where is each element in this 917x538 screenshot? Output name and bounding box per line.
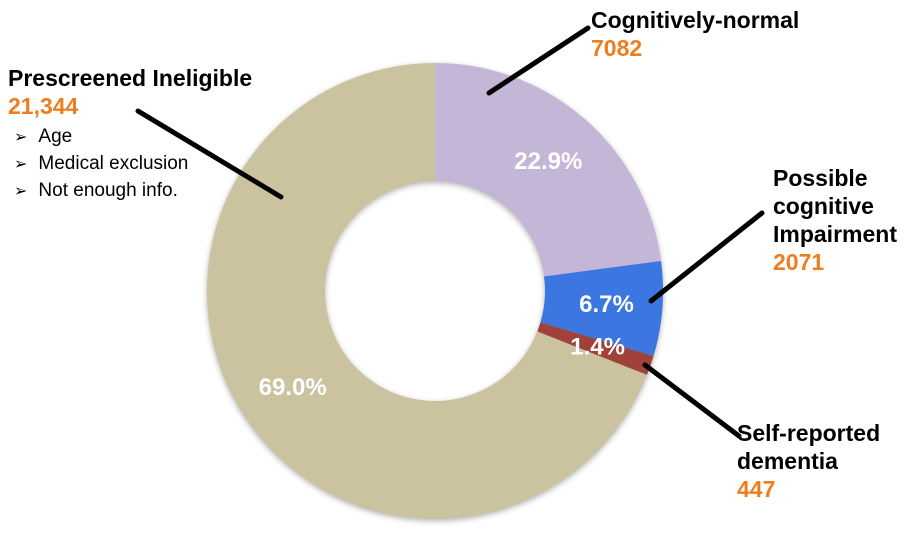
donut-segment-cognitively-normal[interactable]: [435, 63, 662, 277]
list-item: ➢ Medical exclusion: [14, 150, 308, 177]
bullet-text: Not enough info.: [38, 180, 178, 201]
leader-line-cognitively-normal: [486, 25, 591, 96]
leader-line-prescreened-ineligible: [135, 108, 284, 200]
arrow-bullet-icon: ➢: [14, 154, 28, 173]
donut-segments: [206, 63, 664, 519]
annotation-count: 21,344: [8, 93, 79, 119]
annotation-possible-cognitive-impairment: Possible cognitive Impairment 2071: [773, 164, 915, 276]
arrow-bullet-icon: ➢: [14, 181, 28, 200]
annotation-title: Prescreened Ineligible: [8, 65, 253, 91]
leader-line-possible-cognitive-impairment: [648, 210, 765, 304]
pct-label-cognitively-normal: 22.9%: [514, 148, 582, 175]
pct-label-possible-cognitive-impairment: 6.7%: [579, 291, 634, 318]
leader-line-self-reported-dementia: [642, 362, 742, 439]
list-item: ➢ Age: [14, 123, 308, 150]
annotation-title: Self-reported dementia: [737, 420, 881, 474]
donut-segment-possible-cognitive-impairment[interactable]: [540, 261, 664, 356]
prescreened-bullet-list: ➢ Age ➢ Medical exclusion ➢ Not enough i…: [8, 123, 308, 204]
list-item: ➢ Not enough info.: [14, 177, 308, 204]
annotation-prescreened-ineligible: Prescreened Ineligible 21,344 ➢ Age ➢ Me…: [8, 64, 308, 204]
donut-percentage-labels: 22.9% 6.7% 1.4% 69.0%: [259, 148, 634, 401]
annotation-count: 7082: [591, 35, 643, 61]
annotation-count: 447: [737, 476, 776, 502]
arrow-bullet-icon: ➢: [14, 127, 28, 146]
annotation-count: 2071: [773, 249, 825, 275]
leader-lines: [135, 25, 765, 439]
annotation-title: Possible cognitive Impairment: [773, 165, 897, 247]
bullet-text: Medical exclusion: [38, 153, 189, 174]
annotation-self-reported-dementia: Self-reported dementia 447: [737, 419, 912, 503]
donut-segment-self-reported-dementia[interactable]: [537, 322, 654, 375]
annotation-title: Cognitively-normal: [591, 7, 800, 33]
annotation-cognitively-normal: Cognitively-normal 7082: [591, 6, 841, 62]
pct-label-self-reported-dementia: 1.4%: [570, 334, 625, 361]
pct-label-prescreened-ineligible: 69.0%: [259, 374, 327, 401]
donut-segment-prescreened-ineligible[interactable]: [206, 63, 647, 519]
bullet-text: Age: [38, 126, 73, 147]
